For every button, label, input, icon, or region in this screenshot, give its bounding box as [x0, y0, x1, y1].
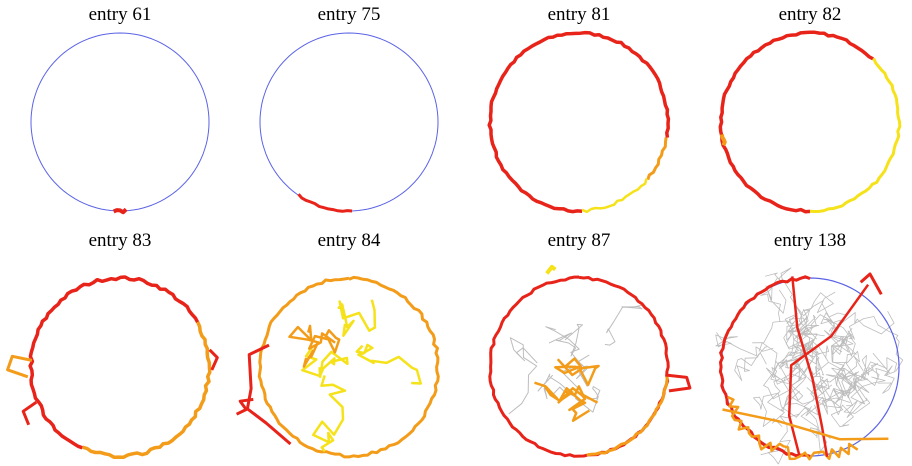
trajectory [825, 353, 859, 397]
trajectory [791, 276, 829, 458]
trajectory [487, 30, 671, 214]
trajectory [718, 275, 811, 458]
trajectory [554, 357, 600, 387]
panel-title: entry 61 [89, 4, 152, 25]
trajectory [753, 392, 819, 427]
trajectory [6, 354, 33, 379]
panel: entry 61 [30, 4, 210, 215]
trajectory [82, 321, 212, 460]
panel: entry 84 [235, 230, 440, 459]
trajectory [545, 326, 590, 380]
panel: entry 75 [259, 4, 439, 213]
trajectory [727, 395, 859, 461]
trajectory [818, 372, 868, 409]
panel: entry 81 [487, 4, 671, 214]
trajectory [770, 313, 804, 401]
trajectory [557, 387, 591, 422]
trajectory [337, 299, 377, 337]
trajectory [355, 343, 422, 385]
trajectory [545, 264, 557, 275]
trajectory [760, 413, 800, 465]
trajectory [831, 335, 864, 372]
trajectory [30, 32, 210, 212]
trajectory [646, 137, 668, 181]
trajectory [718, 30, 874, 214]
trajectory [734, 346, 767, 382]
trajectory [665, 373, 692, 393]
trajectory [775, 337, 819, 386]
panel-title: entry 83 [89, 230, 152, 251]
panel-title: entry 87 [548, 230, 611, 251]
trajectory [307, 329, 341, 354]
trajectory [112, 207, 128, 215]
trajectory [235, 397, 254, 416]
panel-title: entry 82 [779, 4, 842, 25]
trajectory [28, 275, 200, 450]
trajectory [534, 381, 599, 404]
trajectory [786, 300, 830, 355]
trajectory [830, 336, 854, 377]
panel: entry 87 [488, 230, 692, 458]
trajectory [581, 178, 648, 214]
trajectory [765, 267, 803, 318]
panel-title: entry 84 [318, 230, 381, 251]
trajectory [508, 337, 538, 415]
panel: entry 138 [715, 230, 904, 465]
trajectory [809, 57, 902, 213]
trajectory [784, 377, 830, 439]
panel-title: entry 81 [548, 4, 611, 25]
trajectory [259, 32, 439, 212]
panel: entry 83 [6, 230, 219, 460]
trajectory [785, 314, 833, 348]
trajectory [810, 361, 855, 405]
panel: entry 82 [718, 4, 902, 214]
trajectory [787, 283, 870, 455]
trajectory [297, 193, 353, 213]
trajectory [758, 332, 825, 371]
trajectory [257, 275, 440, 459]
trajectory [789, 316, 817, 358]
panel-title: entry 75 [318, 4, 381, 25]
trajectory [548, 323, 583, 357]
trajectory [301, 347, 349, 379]
trajectory [803, 384, 832, 456]
trajectory [604, 304, 644, 346]
trajectory [826, 312, 857, 357]
trajectory [288, 324, 320, 368]
trajectory [722, 408, 889, 441]
trajectory [715, 332, 774, 357]
trajectory [208, 348, 219, 371]
trajectory [838, 352, 890, 405]
trajectory [586, 374, 669, 457]
trajectory [859, 272, 883, 296]
trajectory [805, 345, 829, 377]
trajectory [488, 275, 670, 458]
trajectory [311, 375, 347, 453]
trajectory [21, 400, 38, 426]
trajectory [760, 277, 787, 323]
trajectory [719, 134, 727, 147]
panel-title: entry 138 [774, 230, 846, 251]
